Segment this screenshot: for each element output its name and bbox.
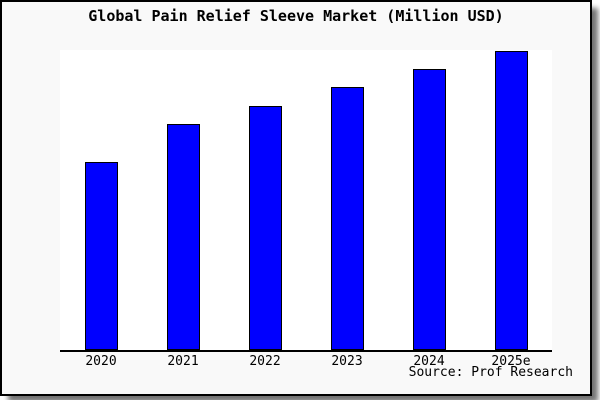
x-axis-labels: 2020 2021 2022 2023 2024 2025e <box>60 354 552 369</box>
x-tick-label-2024: 2024 <box>413 354 445 369</box>
bar-2025e <box>494 50 528 350</box>
bars-container <box>60 50 552 350</box>
x-tick-label-2022: 2022 <box>249 354 281 369</box>
bar-2021 <box>166 124 200 350</box>
bar-2020 <box>84 161 118 350</box>
source-credit: Source: Prof Research <box>408 365 573 380</box>
x-tick-label-2025e: 2025e <box>491 354 531 369</box>
chart-title: Global Pain Relief Sleeve Market (Millio… <box>88 7 504 25</box>
x-tick-label-2023: 2023 <box>331 354 363 369</box>
bar-2024 <box>412 68 446 350</box>
x-tick-label-2021: 2021 <box>167 354 199 369</box>
bar-2023 <box>330 87 364 350</box>
bar-2022 <box>248 106 282 350</box>
plot-area <box>60 50 552 352</box>
x-tick-label-2020: 2020 <box>85 354 117 369</box>
